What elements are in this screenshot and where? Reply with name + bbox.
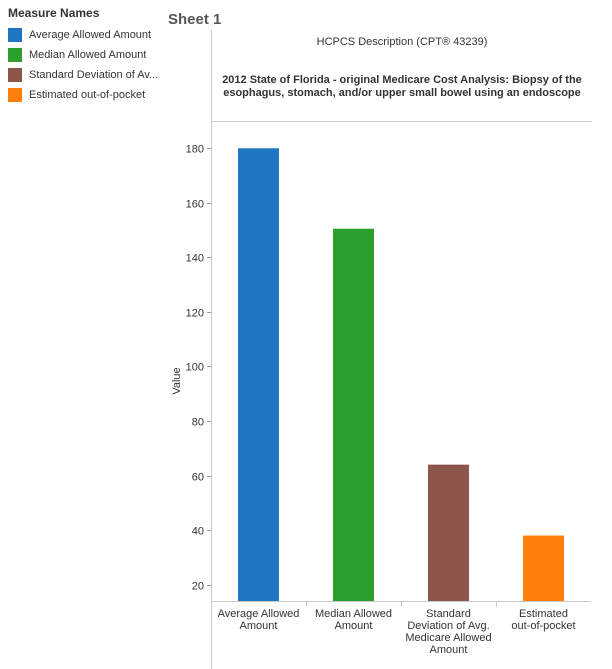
x-tick-label-line: Medicare Allowed [405,632,491,644]
x-tick-label: Average Allowed Amount [218,608,300,632]
legend-title: Measure Names [8,6,100,20]
y-tick-label: 80 [192,417,204,429]
x-tick-label-line: Average Allowed [218,608,300,620]
legend: Measure Names Average Allowed Amount Med… [8,6,168,105]
y-tick-label: 160 [186,199,204,211]
y-tick-label: 180 [186,144,204,156]
x-tick-label-line: Amount [335,620,373,632]
bar [238,148,279,602]
y-tick-label: 100 [186,362,204,374]
x-tick-label-line: Amount [430,644,468,656]
header-value-line: esophagus, stomach, and/or upper small b… [223,87,581,99]
x-tick-label: Median Allowed Amount [315,608,392,632]
x-tick-label: Estimated out-of-pocket [511,608,575,632]
x-tick-label: Standard Deviation of Avg. Medicare Allowe… [405,608,491,656]
legend-swatch [8,68,22,82]
header-field-value: 2012 State of Florida - original Medicar… [212,74,592,100]
x-tick-label-line: Deviation of Avg. [407,620,489,632]
x-tick-label-line: Standard [426,608,471,620]
y-tick-label: 140 [186,253,204,265]
y-tick-label: 60 [192,472,204,484]
legend-item-average[interactable]: Average Allowed Amount [8,25,168,45]
legend-item-out-of-pocket[interactable]: Estimated out-of-pocket [8,85,168,105]
x-tick-label-line: out-of-pocket [511,620,575,632]
header-value-line: 2012 State of Florida - original Medicar… [222,74,582,86]
header-field-label: HCPCS Description (CPT® 43239) [316,36,488,48]
column-header: HCPCS Description (CPT® 43239) 2012 Stat… [211,30,592,122]
y-tick-label: 20 [192,581,204,593]
x-tick-label-line: Median Allowed [315,608,392,620]
y-axis-label: Value [171,367,183,394]
legend-swatch [8,88,22,102]
y-tick-label: 40 [192,526,204,538]
legend-swatch [8,28,22,42]
legend-swatch [8,48,22,62]
y-tick-label: 120 [186,308,204,320]
sheet-title: Sheet 1 [168,11,222,28]
x-tick-label-line: Estimated [519,608,568,620]
bar [333,228,374,601]
bar [428,464,469,601]
bar [523,535,564,601]
legend-item-std-dev[interactable]: Standard Deviation of Av... [8,65,168,85]
x-tick-label-line: Amount [240,620,278,632]
legend-item-median[interactable]: Median Allowed Amount [8,45,168,65]
